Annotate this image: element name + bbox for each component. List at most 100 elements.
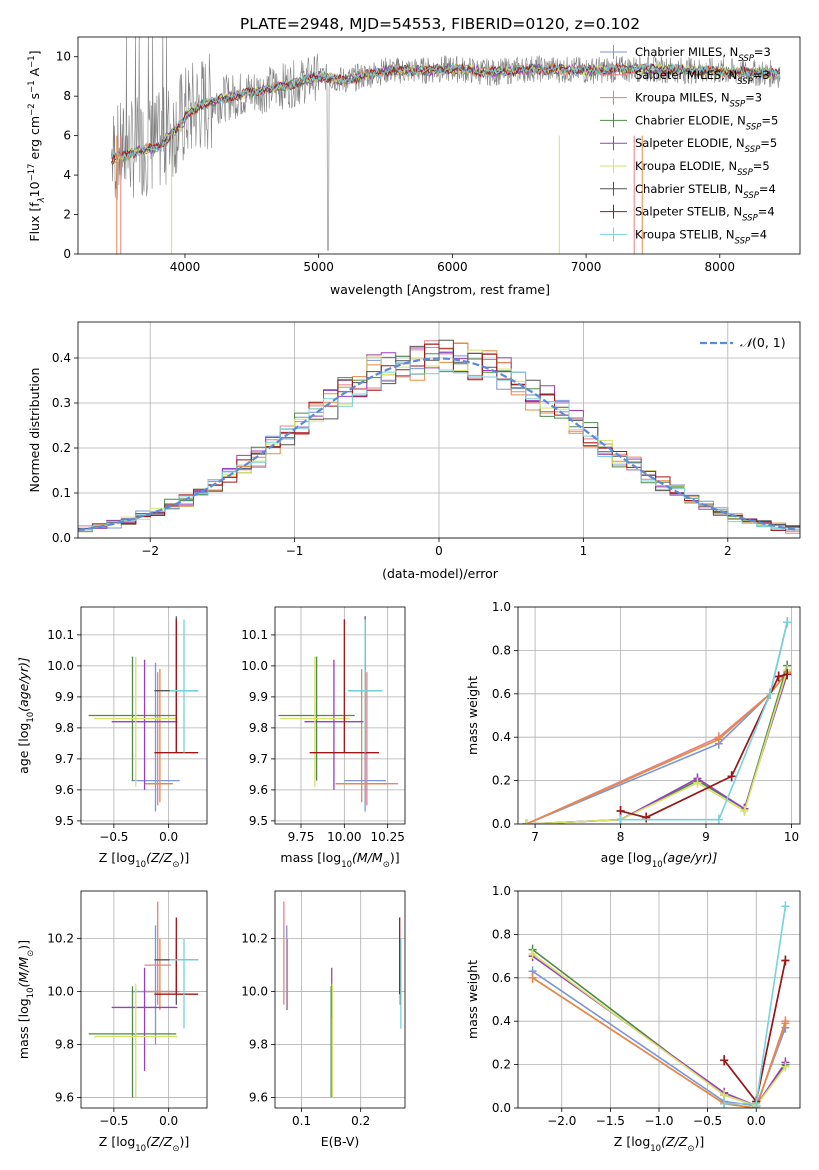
histogram-chabrier-stelib [78, 339, 800, 530]
x-tick-label: 10 [784, 830, 799, 844]
x-tick-label: 9 [702, 830, 710, 844]
y-tick-label: 9.8 [249, 721, 268, 735]
y-tick-label: 0.3 [52, 396, 71, 410]
ticks: 9.75 10.00 10.25 9.5 9.6 9.7 9.8 9.9 10.0 10.1 [241, 628, 405, 844]
plus-marker [783, 617, 792, 628]
y-tick-label: 10 [56, 50, 71, 64]
y-tick-label: 0.2 [492, 774, 511, 788]
x-tick-label: −0.5 [99, 830, 128, 844]
axes-frame [274, 890, 406, 1109]
x-tick-label: −2.0 [547, 1114, 576, 1128]
y-axis-label: mass weight [465, 676, 480, 755]
y-tick-label: 1.0 [492, 884, 511, 898]
label-part: Flux [f [27, 202, 42, 242]
y-tick-label: 10.0 [47, 985, 74, 999]
x-tick-label: 5000 [303, 260, 334, 274]
x-tick-label: −1.5 [596, 1114, 625, 1128]
y-tick-label: 0.0 [492, 1101, 511, 1115]
plus-marker [727, 771, 736, 782]
plus-marker [693, 777, 702, 788]
label-part: SSP [743, 191, 759, 201]
series-line [526, 671, 788, 824]
x-tick-label: −2 [141, 544, 159, 558]
errorbar-point-salpeter-miles [144, 901, 171, 1005]
label-part: =3 [753, 68, 770, 82]
y-tick-label: 4 [63, 168, 71, 182]
y-tick-label: 1.0 [492, 600, 511, 614]
label-part: wavelength [Angstrom, rest frame] [330, 282, 550, 297]
series-kroupa-stelib [720, 901, 790, 1108]
y-tick-label: 0.4 [492, 730, 511, 744]
label-part: Chabrier MILES, N [635, 45, 738, 59]
label-part: Z [log [614, 1134, 650, 1149]
label-part: Kroupa STELIB, N [635, 227, 735, 241]
y-tick-label: 0.0 [52, 531, 71, 545]
plot-area [88, 616, 199, 812]
label-part: −17 [27, 163, 37, 181]
plot-area [278, 616, 399, 812]
plus-marker [714, 734, 723, 745]
label-part: Z [log [99, 850, 135, 865]
y-tick-label: 9.6 [249, 1090, 268, 1104]
plot-area [283, 901, 402, 1098]
x-tick-label: 8000 [705, 260, 736, 274]
ticks: −0.5 0.0 9.6 9.8 10.0 10.2 [47, 932, 178, 1128]
y-tick-label: 9.8 [55, 721, 74, 735]
y-tick-label: 0.6 [492, 971, 511, 985]
label-part: =3 [754, 45, 771, 59]
label-part: SSP [746, 122, 762, 132]
series-line [532, 953, 787, 1107]
label-part: 10 [26, 712, 36, 723]
label-part: −1 [27, 55, 37, 68]
errorbar-point-salpeter-stelib [309, 619, 379, 754]
y-tick-label: 10.0 [241, 659, 268, 673]
y-axis-label: Flux [fλ10−17 erg cm−2 s−1 A−1] [27, 50, 47, 241]
errorbar-point-salpeter-stelib [154, 917, 199, 995]
x-tick-label: 0.2 [351, 1114, 370, 1128]
label-part: ⊙ [383, 860, 390, 870]
legend-entry: Salpeter STELIB, NSSP=4 [635, 205, 775, 224]
errorbar-point-kroupa-stelib [169, 938, 199, 1029]
label-part: 10 [650, 1144, 661, 1154]
y-tick-label: 9.7 [249, 752, 268, 766]
axes-background [275, 891, 405, 1108]
label-part: SSP [730, 100, 746, 110]
x-tick-label: 6000 [437, 260, 468, 274]
plot-area [88, 901, 199, 1098]
label-part: =4 [758, 205, 775, 219]
y-tick-label: 8 [63, 89, 71, 103]
axes-frame [80, 890, 208, 1109]
x-tick-label: −1.0 [644, 1114, 673, 1128]
legend-entry: Kroupa ELODIE, NSSP=5 [635, 159, 770, 178]
errorbar-point-salpeter-elodie [111, 659, 178, 790]
legend-entry: Chabrier STELIB, NSSP=4 [635, 182, 776, 201]
x-axis-label: mass [log10(M/M⊙)] [280, 850, 399, 870]
errorbar-point-kroupa-elodie [280, 656, 350, 787]
label-part: (Z/Z [146, 850, 173, 865]
label-part: =4 [750, 227, 767, 241]
legend-entry: Chabrier MILES, NSSP=3 [635, 45, 771, 64]
x-tick-label: 0 [435, 544, 443, 558]
y-tick-label: 0.8 [492, 927, 511, 941]
label-part: Chabrier STELIB, N [635, 182, 743, 196]
y-tick-label: 9.5 [55, 814, 74, 828]
axes-frame [517, 606, 801, 825]
x-axis-label: Z [log10(Z/Z⊙)] [99, 850, 189, 870]
label-part: =4 [759, 182, 776, 196]
x-tick-label: −1 [286, 544, 304, 558]
y-tick-label: 9.6 [55, 1090, 74, 1104]
label-part: E(B-V) [321, 1134, 360, 1149]
label-part: λ [37, 197, 47, 203]
label-part: SSP [735, 236, 751, 246]
label-part: (0, 1) [752, 335, 786, 350]
ticks: 0.1 0.2 9.6 9.8 10.0 10.2 [241, 932, 370, 1128]
plus-marker [720, 1089, 729, 1100]
y-tick-label: 0.1 [52, 486, 71, 500]
plus-marker [720, 1055, 729, 1066]
plus-marker [752, 1098, 761, 1108]
plus-marker [528, 948, 537, 959]
errorbar-point-kroupa-stelib [169, 619, 199, 753]
series-salpeter-stelib [616, 669, 792, 823]
normal-distribution-curve [78, 357, 798, 532]
